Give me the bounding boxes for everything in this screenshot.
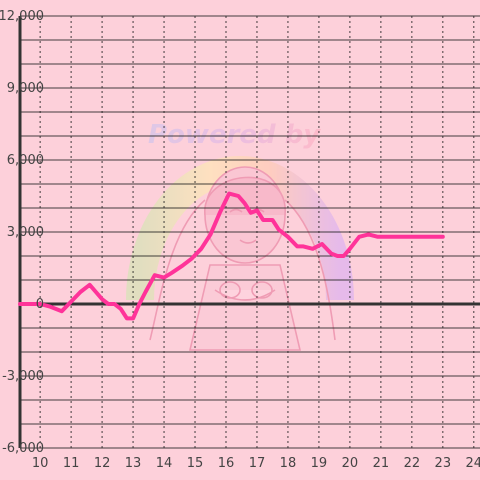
y-tick-label: 9,000 <box>7 81 44 96</box>
axes <box>18 16 480 448</box>
x-tick-label: 14 <box>156 456 173 471</box>
y-tick-label: 3,000 <box>7 225 44 240</box>
x-tick-label: 15 <box>187 456 204 471</box>
x-tick-label: 17 <box>249 456 266 471</box>
y-tick-label: -6,000 <box>2 441 44 456</box>
x-tick-label: 13 <box>125 456 142 471</box>
y-tick-label: -3,000 <box>2 369 44 384</box>
watermark: Powered by <box>126 120 354 351</box>
x-tick-label: 10 <box>32 456 49 471</box>
x-tick-labels: 10 11 12 13 14 15 16 17 18 19 20 21 22 23 24 <box>32 456 480 471</box>
x-tick-label: 20 <box>342 456 359 471</box>
x-tick-label: 23 <box>435 456 452 471</box>
x-tick-label: 22 <box>404 456 421 471</box>
x-tick-label: 19 <box>311 456 328 471</box>
x-tick-label: 21 <box>373 456 390 471</box>
watermark-text: Powered by <box>148 120 321 150</box>
y-tick-label: 6,000 <box>7 153 44 168</box>
grid <box>20 15 480 449</box>
series-line <box>18 191 445 321</box>
y-tick-label: 12,000 <box>0 9 44 24</box>
x-tick-label: 12 <box>94 456 111 471</box>
x-tick-label: 16 <box>218 456 235 471</box>
anime-girl-mascot-icon <box>149 166 336 351</box>
y-tick-label: 0 <box>36 297 44 312</box>
y-tick-labels: -6,000 -3,000 0 3,000 6,000 9,000 12,000 <box>0 9 44 456</box>
x-tick-label: 11 <box>63 456 80 471</box>
series-layer <box>18 191 445 321</box>
x-tick-label: 18 <box>280 456 297 471</box>
x-tick-label: 24 <box>466 456 480 471</box>
